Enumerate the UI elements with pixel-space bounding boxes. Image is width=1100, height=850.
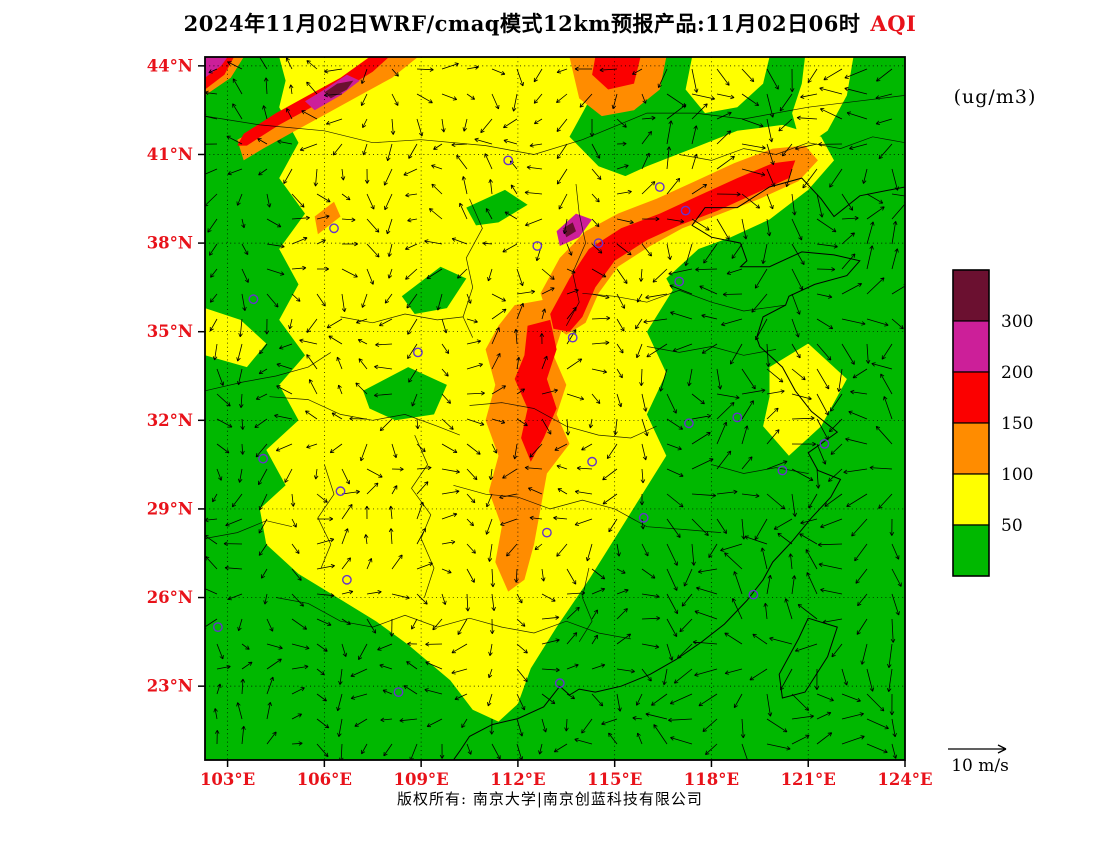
colorbar-cell-red [952, 371, 990, 424]
province-border [275, 597, 631, 640]
figure-title: 2024年11月02日WRF/cmaq模式12km预报产品:11月02日06时 A… [0, 8, 1100, 38]
city-marker [335, 486, 346, 497]
city-marker [680, 205, 691, 216]
colorbar-label: 150 [1001, 414, 1033, 434]
y-axis-tick-label: 44°N [147, 56, 193, 75]
aqi-region-maroon [563, 222, 576, 238]
map-layers [205, 57, 905, 760]
city-marker [503, 155, 514, 166]
province-border [205, 520, 293, 539]
colorbar-cell-magenta [952, 320, 990, 373]
city-marker [532, 241, 543, 251]
wind-vectors [205, 57, 905, 760]
city-marker [654, 182, 665, 192]
y-axis-tick-label: 32°N [147, 411, 193, 430]
city-marker [212, 622, 223, 632]
province-border [269, 396, 460, 436]
x-axis-tick-label: 106°E [297, 770, 352, 789]
aqi-region-orange [237, 57, 418, 161]
province-border [411, 434, 435, 598]
province-border [582, 289, 786, 312]
x-axis-tick-label: 124°E [877, 770, 932, 789]
figure-title-variable: AQI [870, 11, 917, 36]
colorbar-label: 200 [1001, 363, 1033, 383]
city-marker [248, 294, 259, 305]
colorbar-label: 100 [1001, 465, 1033, 485]
y-axis-tick-label: 41°N [147, 145, 193, 164]
city-marker [542, 527, 552, 538]
aqi-region-maroon [324, 80, 354, 99]
city-marker [674, 276, 685, 287]
city-marker [258, 453, 268, 464]
province-border [646, 346, 777, 356]
aqi-region-green [363, 367, 447, 421]
colorbar-cell-green [952, 524, 990, 577]
city-marker [393, 687, 404, 697]
city-marker [732, 412, 743, 423]
x-axis-tick-label: 121°E [781, 770, 836, 789]
city-marker [412, 347, 423, 358]
x-axis-tick-label: 103°E [200, 770, 255, 789]
province-border [317, 464, 335, 569]
aqi-region-green [466, 189, 528, 226]
y-axis-tick-label: 38°N [147, 234, 193, 253]
city-marker [554, 678, 565, 689]
province-border [205, 95, 905, 155]
city-marker [341, 574, 352, 585]
units-label: (ug/m3) [953, 86, 1037, 108]
x-axis-tick-label: 109°E [393, 770, 448, 789]
wind-scale-label: 10 m/s [951, 756, 1009, 776]
province-border [453, 484, 722, 533]
x-axis-tick-label: 118°E [684, 770, 739, 789]
province-border [679, 136, 905, 161]
province-border [711, 464, 809, 474]
y-axis-tick-label: 35°N [147, 322, 193, 341]
coastline [778, 617, 838, 699]
province-border [462, 198, 483, 338]
y-axis-tick-label: 23°N [147, 677, 193, 696]
y-axis-tick-label: 26°N [147, 588, 193, 607]
coastline [452, 177, 905, 760]
province-border [578, 567, 593, 642]
city-marker [819, 438, 830, 449]
x-axis-tick-label: 112°E [490, 770, 545, 789]
y-axis-tick-label: 29°N [147, 499, 193, 518]
city-marker [684, 418, 694, 429]
province-border [205, 352, 331, 392]
city-marker [593, 238, 604, 249]
city-marker [748, 589, 759, 600]
province-border [469, 402, 657, 439]
x-axis-tick-label: 115°E [587, 770, 642, 789]
city-marker [638, 512, 649, 523]
province-border [565, 183, 586, 326]
city-marker [567, 332, 578, 343]
wind-scale-arrow [948, 744, 1007, 754]
colorbar-frame [952, 269, 990, 577]
city-marker [587, 456, 597, 467]
city-marker [777, 465, 788, 476]
colorbar-cell-maroon [952, 269, 990, 322]
figure-title-text: 2024年11月02日WRF/cmaq模式12km预报产品:11月02日06时 [183, 11, 861, 36]
aqi-region-red [592, 57, 641, 90]
aqi-region-yellow [763, 343, 847, 456]
aqi-region-yellow [792, 57, 854, 149]
copyright-text: 版权所有: 南京大学|南京创蓝科技有限公司 [397, 790, 703, 808]
colorbar-label: 300 [1001, 312, 1033, 332]
aqi-region-yellow [205, 308, 267, 368]
colorbar-label: 50 [1001, 516, 1023, 536]
colorbar-cell-orange [952, 422, 990, 475]
city-marker [329, 223, 339, 234]
aqi-region-green [401, 266, 467, 314]
map-frame [204, 56, 906, 761]
colorbar-cell-yellow [952, 473, 990, 526]
